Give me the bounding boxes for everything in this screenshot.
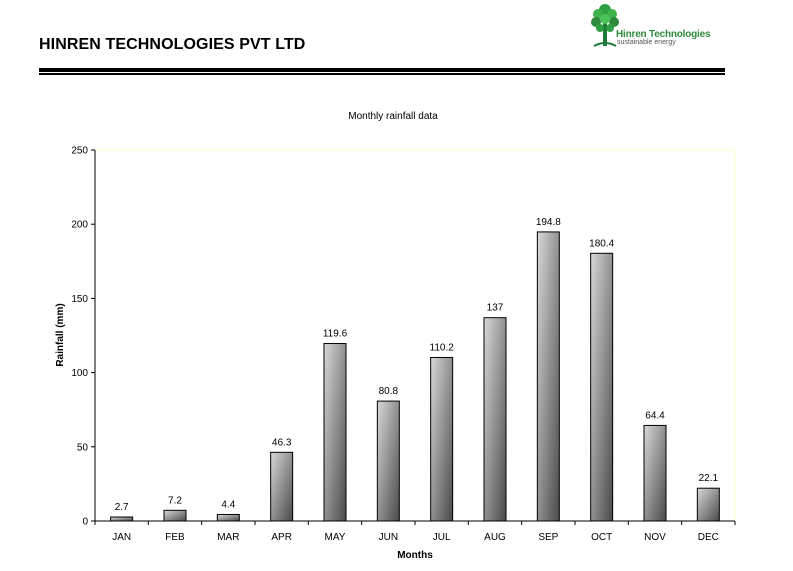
chart-title: Monthly rainfall data bbox=[348, 111, 438, 122]
bar bbox=[483, 317, 507, 522]
data-label: 64.4 bbox=[645, 410, 665, 421]
bar bbox=[590, 252, 614, 522]
x-tick-label: FEB bbox=[165, 532, 185, 543]
bar bbox=[323, 343, 347, 522]
data-label: 119.6 bbox=[323, 329, 348, 340]
header-rule-thick bbox=[39, 68, 725, 72]
bar bbox=[376, 400, 400, 522]
y-axis-label: Rainfall (mm) bbox=[55, 303, 66, 366]
y-tick-label: 50 bbox=[77, 442, 89, 453]
x-axis-label: Months bbox=[397, 550, 433, 561]
y-tick-label: 100 bbox=[71, 368, 88, 379]
data-label: 7.2 bbox=[168, 495, 182, 506]
bar bbox=[216, 513, 240, 522]
tree-icon bbox=[591, 4, 619, 47]
y-tick-label: 200 bbox=[71, 220, 88, 231]
x-tick-label: SEP bbox=[538, 532, 558, 543]
data-label: 80.8 bbox=[379, 386, 399, 397]
data-label: 110.2 bbox=[430, 342, 455, 353]
data-label: 2.7 bbox=[115, 502, 129, 513]
logo-tagline: sustainable energy bbox=[617, 39, 676, 46]
bar bbox=[643, 424, 667, 522]
bar bbox=[163, 509, 187, 522]
x-tick-label: NOV bbox=[644, 532, 666, 543]
data-label: 4.4 bbox=[221, 499, 235, 510]
header-rule-thin bbox=[39, 73, 725, 75]
data-label: 194.8 bbox=[536, 217, 561, 228]
x-tick-label: AUG bbox=[484, 532, 506, 543]
y-tick-label: 150 bbox=[71, 294, 88, 305]
bar bbox=[696, 487, 720, 522]
x-tick-label: APR bbox=[271, 532, 292, 543]
y-tick-label: 250 bbox=[71, 146, 88, 157]
plot-area-border bbox=[95, 149, 736, 521]
x-tick-label: JAN bbox=[112, 532, 131, 543]
bar bbox=[430, 356, 454, 522]
x-tick-label: DEC bbox=[698, 532, 719, 543]
x-tick-label: JUN bbox=[379, 532, 398, 543]
y-tick-label: 0 bbox=[82, 517, 88, 528]
data-label: 180.4 bbox=[589, 238, 614, 249]
x-tick-label: OCT bbox=[591, 532, 612, 543]
x-tick-label: JUL bbox=[433, 532, 451, 543]
x-tick-label: MAR bbox=[217, 532, 239, 543]
x-tick-label: MAY bbox=[325, 532, 346, 543]
logo-name: Hinren Technologies bbox=[616, 29, 711, 40]
data-label: 46.3 bbox=[272, 437, 292, 448]
data-label: 137 bbox=[487, 303, 504, 314]
company-title: HINREN TECHNOLOGIES PVT LTD bbox=[39, 36, 306, 53]
bar bbox=[270, 451, 294, 522]
data-label: 22.1 bbox=[699, 473, 719, 484]
bar bbox=[536, 231, 560, 522]
company-logo: Hinren Technologies sustainable energy bbox=[590, 0, 720, 52]
bar bbox=[110, 516, 134, 522]
